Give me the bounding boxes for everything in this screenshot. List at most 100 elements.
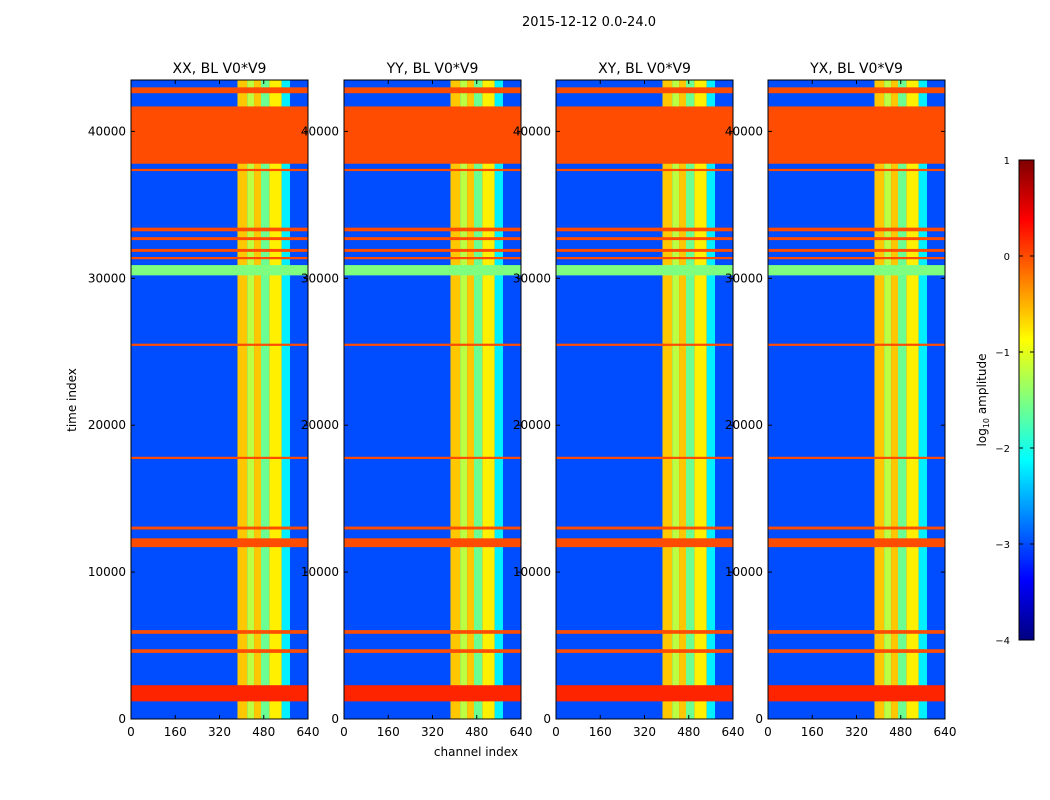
x-tick-label: 160 xyxy=(164,725,187,739)
colorbar: 10−1−2−3−4 log10 amplitude xyxy=(975,156,1035,647)
rfi-channel-band xyxy=(260,80,270,719)
y-tick-label: 10000 xyxy=(88,565,126,579)
colorbar-label-subscript: 10 xyxy=(982,418,991,428)
y-tick-label: 30000 xyxy=(513,271,551,285)
flagged-time-row xyxy=(344,237,521,241)
flagged-time-row xyxy=(556,456,733,459)
colorbar-label-suffix: amplitude xyxy=(975,354,989,418)
rfi-channel-band xyxy=(247,80,255,719)
x-tick-label: 640 xyxy=(510,725,533,739)
heatmap-panel: XY, BL V0*V9 0 160 320 480 640 0 10000 20000 3000… xyxy=(513,61,745,739)
rfi-channel-band xyxy=(494,80,504,719)
y-tick-label: 30000 xyxy=(725,271,763,285)
flagged-time-row xyxy=(768,526,945,530)
rfi-channel-band xyxy=(874,80,885,719)
y-axis-label: time index xyxy=(65,368,79,432)
rfi-channel-band xyxy=(460,80,468,719)
x-tick-label: 640 xyxy=(297,725,320,739)
x-tick-label: 160 xyxy=(377,725,400,739)
x-tick-label: 0 xyxy=(340,725,348,739)
x-tick-label: 320 xyxy=(633,725,656,739)
y-tick-label: 20000 xyxy=(88,418,126,432)
flagged-time-row xyxy=(131,538,308,548)
x-tick-label: 480 xyxy=(252,725,275,739)
colorbar-tick-label: −3 xyxy=(995,540,1010,551)
flagged-time-row xyxy=(556,630,733,634)
flagged-time-row xyxy=(556,265,733,276)
x-tick-label: 0 xyxy=(127,725,135,739)
flagged-time-row xyxy=(344,649,521,653)
rfi-channel-band xyxy=(473,80,483,719)
flagged-time-row xyxy=(768,106,945,164)
flagged-time-row xyxy=(556,227,733,232)
flagged-time-row xyxy=(131,630,308,634)
colorbar-label: log10 amplitude xyxy=(975,354,991,447)
rfi-channel-band xyxy=(237,80,248,719)
panel-title: YX, BL V0*V9 xyxy=(809,61,903,77)
y-tick-label: 0 xyxy=(118,712,126,726)
flagged-time-row xyxy=(556,257,733,260)
flagged-time-row xyxy=(556,248,733,252)
y-tick-label: 10000 xyxy=(301,565,339,579)
colorbar-tick-label: 0 xyxy=(1004,252,1010,263)
panel-title: XX, BL V0*V9 xyxy=(173,61,267,77)
y-tick-label: 30000 xyxy=(88,271,126,285)
flagged-time-row xyxy=(344,538,521,548)
x-tick-label: 640 xyxy=(722,725,745,739)
x-tick-label: 160 xyxy=(589,725,612,739)
colorbar-tick-label: −1 xyxy=(995,348,1010,359)
flagged-time-row xyxy=(768,257,945,260)
flagged-time-row xyxy=(344,456,521,459)
flagged-time-row xyxy=(556,649,733,653)
heatmap-panels: XX, BL V0*V9 0 160 320 480 640 0 10000 20000 3000… xyxy=(88,61,957,739)
rfi-channel-band xyxy=(897,80,907,719)
x-tick-label: 480 xyxy=(677,725,700,739)
y-tick-label: 20000 xyxy=(301,418,339,432)
rfi-channel-band xyxy=(467,80,474,719)
x-axis-label: channel index xyxy=(434,745,518,759)
y-tick-label: 10000 xyxy=(725,565,763,579)
hot-time-row xyxy=(768,685,945,702)
hot-time-row xyxy=(131,685,308,702)
heatmap-panel: XX, BL V0*V9 0 160 320 480 640 0 10000 20000 3000… xyxy=(88,61,320,739)
flagged-time-row xyxy=(131,343,308,346)
flagged-time-row xyxy=(556,343,733,346)
colorbar-tick-label: −4 xyxy=(995,636,1010,647)
flagged-time-row xyxy=(768,456,945,459)
flagged-time-row xyxy=(768,227,945,232)
flagged-time-row xyxy=(344,343,521,346)
hot-time-row xyxy=(556,685,733,702)
colorbar-label-log: log xyxy=(975,428,989,446)
heatmap-panel: YX, BL V0*V9 0 160 320 480 640 0 10000 20000 3000… xyxy=(725,61,957,739)
rfi-channel-band xyxy=(269,80,282,719)
flagged-time-row xyxy=(556,106,733,164)
x-tick-label: 320 xyxy=(208,725,231,739)
x-tick-label: 0 xyxy=(764,725,772,739)
flagged-time-row xyxy=(131,168,308,172)
figure-suptitle: 2015-12-12 0.0-24.0 xyxy=(522,15,656,30)
flagged-time-row xyxy=(556,526,733,530)
rfi-channel-band xyxy=(672,80,680,719)
rfi-channel-band xyxy=(679,80,686,719)
flagged-time-row xyxy=(768,168,945,172)
y-tick-label: 20000 xyxy=(513,418,551,432)
flagged-time-row xyxy=(131,456,308,459)
rfi-channel-band xyxy=(884,80,892,719)
y-tick-label: 40000 xyxy=(513,124,551,138)
flagged-time-row xyxy=(768,248,945,252)
panel-title: XY, BL V0*V9 xyxy=(598,61,691,77)
flagged-time-row xyxy=(344,87,521,94)
x-tick-label: 0 xyxy=(552,725,560,739)
x-tick-label: 480 xyxy=(465,725,488,739)
flagged-time-row xyxy=(344,526,521,530)
flagged-time-row xyxy=(768,343,945,346)
rfi-channel-band xyxy=(694,80,707,719)
flagged-time-row xyxy=(344,265,521,276)
flagged-time-row xyxy=(131,649,308,653)
flagged-time-row xyxy=(768,538,945,548)
y-tick-label: 40000 xyxy=(88,124,126,138)
x-tick-label: 160 xyxy=(801,725,824,739)
flagged-time-row xyxy=(131,265,308,276)
flagged-time-row xyxy=(556,87,733,94)
rfi-channel-band xyxy=(662,80,673,719)
